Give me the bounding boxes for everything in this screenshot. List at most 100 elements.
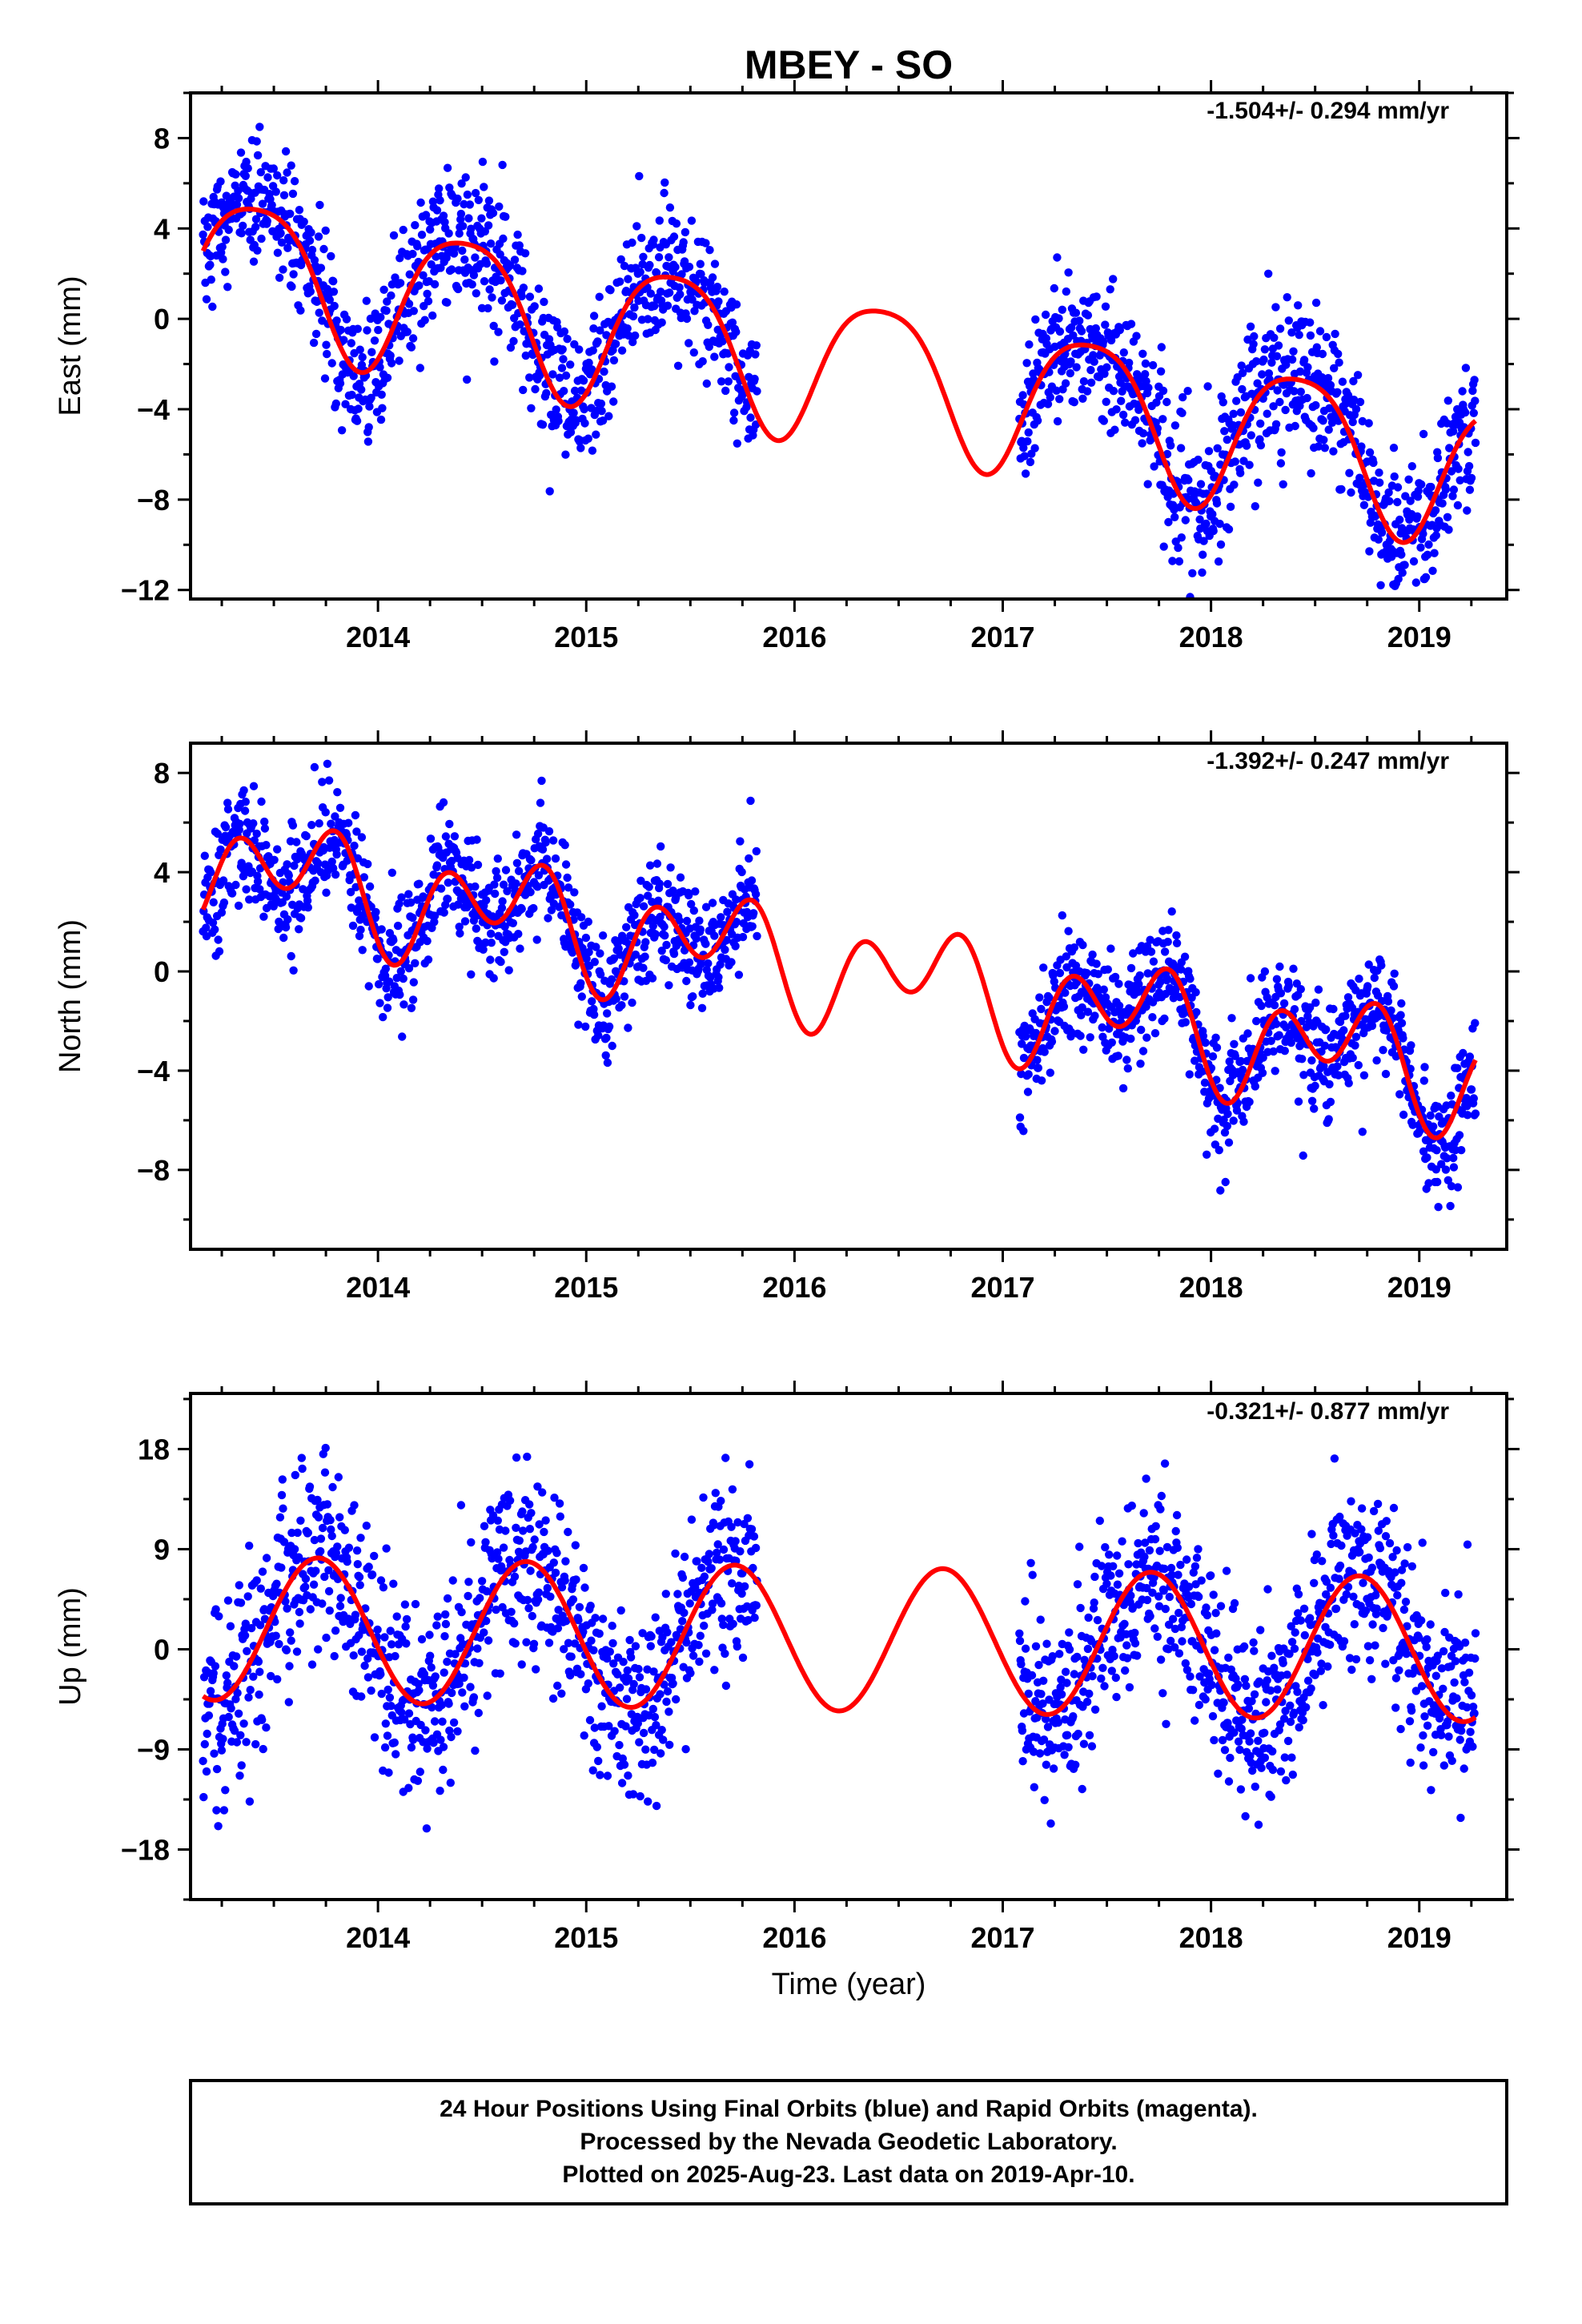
- data-point: [656, 1690, 665, 1699]
- data-point: [284, 1698, 293, 1707]
- data-point: [350, 841, 359, 850]
- data-point: [1102, 1579, 1111, 1589]
- data-point: [436, 1787, 444, 1795]
- data-point: [1107, 1667, 1117, 1675]
- data-point: [616, 951, 625, 959]
- data-point: [307, 821, 316, 830]
- data-point: [1091, 324, 1101, 333]
- data-point: [1289, 347, 1298, 356]
- data-point: [276, 229, 285, 238]
- data-point: [508, 300, 517, 309]
- data-point: [397, 1708, 406, 1717]
- data-point: [448, 265, 456, 274]
- data-point: [590, 958, 599, 967]
- data-point: [440, 908, 448, 917]
- data-point: [509, 336, 518, 346]
- data-point: [1431, 1165, 1441, 1174]
- data-point: [409, 307, 418, 316]
- data-point: [743, 1514, 753, 1523]
- data-point: [216, 177, 225, 186]
- data-point: [751, 1543, 761, 1553]
- data-point: [613, 1670, 622, 1679]
- data-point: [1322, 332, 1331, 342]
- data-point: [1458, 387, 1467, 396]
- data-point: [522, 1638, 531, 1647]
- data-point: [486, 239, 496, 248]
- data-point: [1355, 473, 1364, 482]
- data-point: [374, 325, 383, 335]
- data-point: [1420, 1063, 1429, 1072]
- data-point: [1170, 1642, 1179, 1652]
- data-point: [329, 864, 338, 873]
- data-point: [474, 195, 483, 204]
- data-point: [1049, 1764, 1058, 1773]
- data-point: [404, 963, 414, 973]
- y-tick-label: −8: [137, 484, 170, 517]
- data-point: [1423, 550, 1432, 559]
- data-point: [1390, 969, 1399, 979]
- data-point: [672, 941, 681, 951]
- data-point: [1279, 999, 1289, 1008]
- data-point: [1029, 1747, 1038, 1756]
- data-point: [242, 885, 251, 894]
- data-point: [1162, 1542, 1172, 1552]
- data-point: [628, 312, 638, 321]
- data-point: [519, 1526, 528, 1535]
- data-point: [544, 826, 554, 836]
- data-point: [1355, 397, 1365, 407]
- data-point: [1311, 998, 1320, 1007]
- data-point: [497, 296, 507, 305]
- data-point: [544, 914, 552, 923]
- data-point: [1270, 1001, 1279, 1010]
- data-point: [1212, 499, 1222, 508]
- data-point: [402, 1614, 412, 1624]
- data-point: [1437, 1160, 1446, 1168]
- data-point: [679, 238, 688, 247]
- data-point: [1443, 513, 1452, 521]
- data-point: [1238, 384, 1247, 394]
- data-point: [496, 957, 505, 967]
- data-point: [1448, 492, 1457, 501]
- data-point: [616, 1606, 625, 1615]
- data-point: [1122, 1654, 1132, 1663]
- data-point: [749, 1563, 757, 1573]
- data-point: [1189, 1568, 1199, 1577]
- data-point: [1093, 1615, 1102, 1625]
- data-point: [441, 1619, 451, 1629]
- data-point: [623, 1666, 632, 1675]
- data-point: [749, 909, 758, 918]
- data-point: [1287, 328, 1296, 337]
- data-point: [701, 239, 710, 247]
- data-point: [358, 352, 367, 362]
- data-point: [1186, 1672, 1195, 1681]
- data-point: [323, 349, 331, 359]
- data-point: [555, 1499, 564, 1508]
- data-point: [496, 275, 505, 285]
- data-point: [505, 1496, 515, 1506]
- data-point: [1074, 1729, 1082, 1739]
- data-point: [428, 311, 437, 320]
- data-point: [233, 1688, 242, 1698]
- data-point: [272, 1579, 281, 1588]
- data-point: [579, 1627, 588, 1637]
- data-point: [1416, 543, 1425, 552]
- data-point: [615, 1740, 624, 1750]
- data-point: [1167, 1570, 1176, 1579]
- data-point: [733, 1642, 741, 1651]
- data-point: [588, 346, 597, 355]
- data-point: [633, 1719, 642, 1728]
- data-point: [277, 1490, 287, 1500]
- data-point: [239, 221, 247, 231]
- data-point: [376, 1670, 385, 1679]
- data-point: [1220, 427, 1229, 436]
- data-point: [1141, 370, 1150, 379]
- data-point: [407, 343, 416, 352]
- data-point: [721, 1454, 730, 1462]
- data-point: [647, 1632, 656, 1641]
- data-point: [650, 1712, 660, 1722]
- data-point: [496, 1669, 504, 1678]
- data-point: [734, 971, 744, 979]
- data-point: [279, 933, 288, 943]
- data-point: [436, 884, 446, 893]
- data-point: [1453, 1183, 1463, 1192]
